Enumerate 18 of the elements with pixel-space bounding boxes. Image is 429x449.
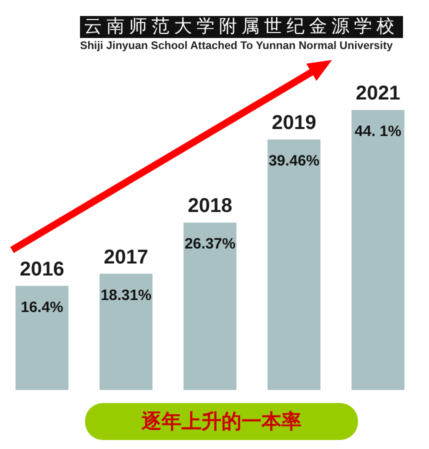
x-tick-label: 2018 [188,195,232,218]
bar [16,286,68,390]
data-label: 39.46% [268,152,320,170]
data-label: 18.31% [100,286,152,304]
bar [100,274,152,390]
data-label: 16.4% [20,299,64,316]
bar [352,110,404,390]
text: Shiji Jinyuan School Attached To Yunnan Normal University [80,40,393,52]
bar [268,139,320,390]
text: 云南师范大学附属世纪金源学校 [80,16,403,38]
x-tick-label: 2017 [104,246,148,268]
data-label: 44. 1% [354,123,402,140]
text: 逐年上升的一本率 [85,403,358,440]
x-tick-label: 2021 [356,82,400,105]
x-tick-label: 2019 [272,112,316,134]
bar [184,222,236,390]
x-tick-label: 2016 [20,258,64,280]
data-label: 26.37% [184,236,236,253]
